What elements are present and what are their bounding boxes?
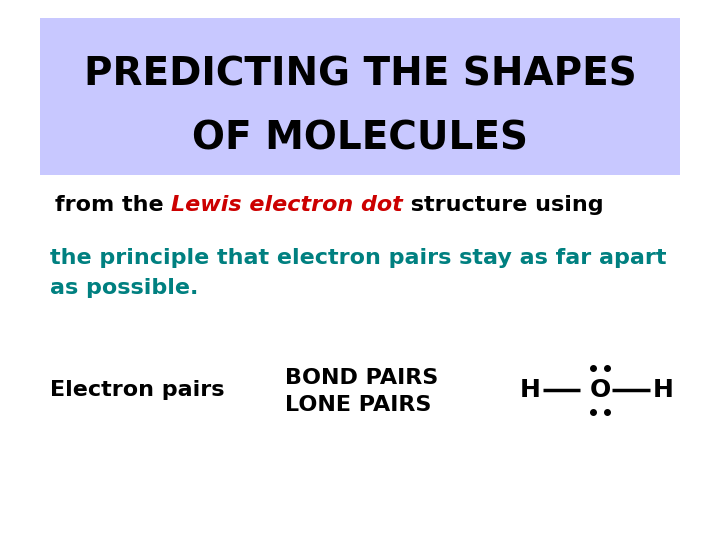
Text: OF MOLECULES: OF MOLECULES [192,119,528,157]
Text: as possible.: as possible. [50,278,199,298]
Text: from the: from the [55,195,171,215]
Text: H: H [652,378,673,402]
FancyBboxPatch shape [40,18,680,175]
Text: O: O [590,378,611,402]
Text: BOND PAIRS: BOND PAIRS [285,368,438,388]
Text: Lewis electron dot: Lewis electron dot [171,195,403,215]
Text: LONE PAIRS: LONE PAIRS [285,395,431,415]
Text: the principle that electron pairs stay as far apart: the principle that electron pairs stay a… [50,248,667,268]
Text: H: H [520,378,541,402]
Text: PREDICTING THE SHAPES: PREDICTING THE SHAPES [84,56,636,94]
Text: Electron pairs: Electron pairs [50,380,225,400]
Text: structure using: structure using [403,195,604,215]
